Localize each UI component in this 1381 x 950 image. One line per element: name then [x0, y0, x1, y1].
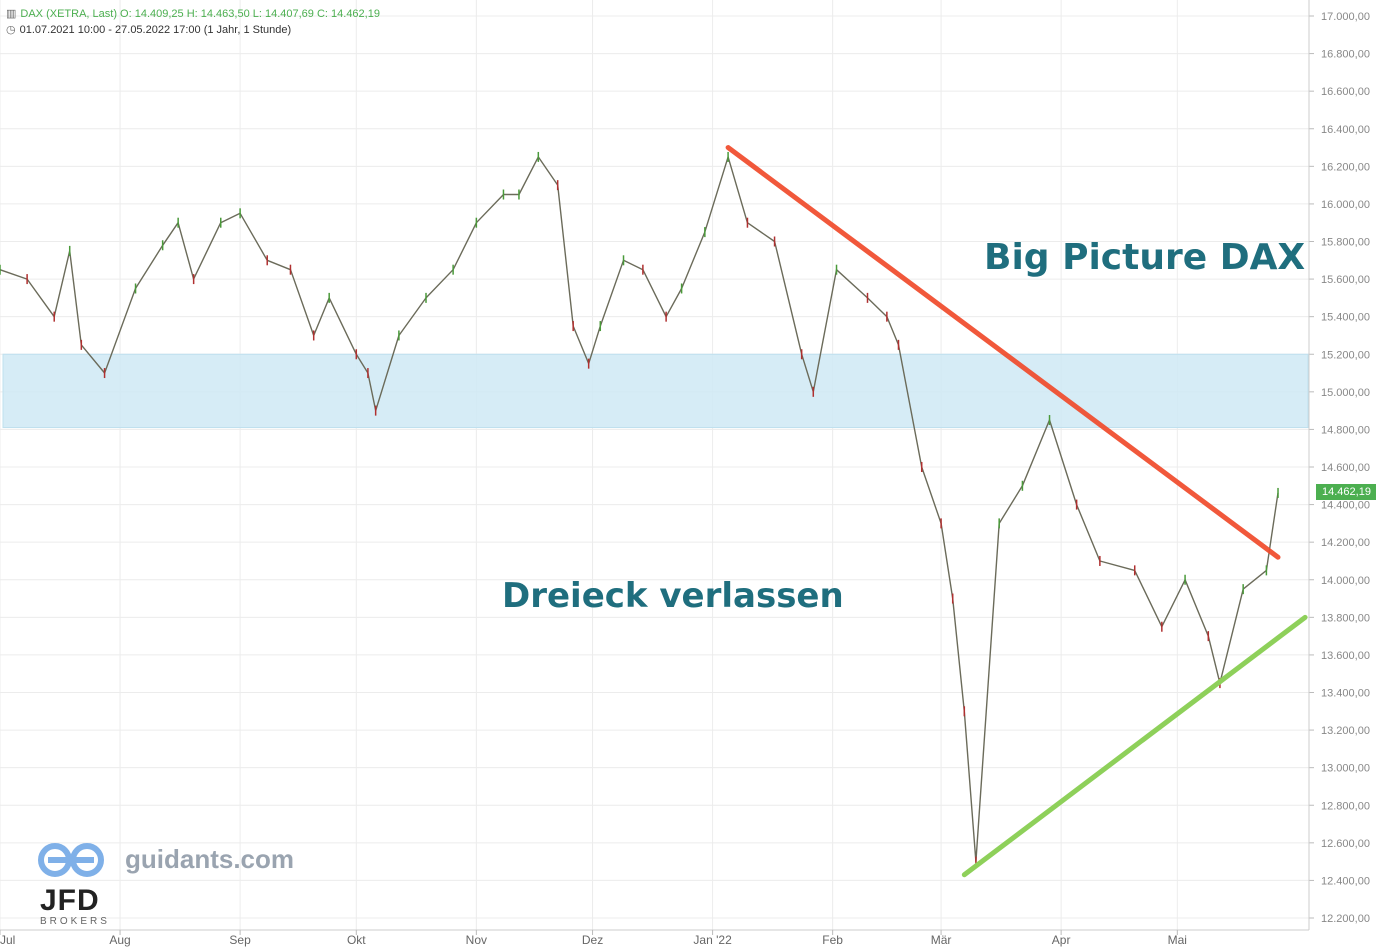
y-axis: 17.000,00 16.800,00 16.600,00 16.400,00 16.2… — [1308, 0, 1370, 930]
y-tick-label: 15.000,00 — [1321, 387, 1370, 399]
support-zone — [2, 353, 1309, 429]
support-line — [961, 614, 1308, 878]
x-axis: Jul Aug Sep Okt Nov Dez Jan '22 Feb Mär Apr Mai — [0, 929, 1309, 947]
guidants-watermark: guidants.com — [125, 844, 295, 874]
y-tick-label: 12.400,00 — [1321, 875, 1370, 887]
header-ohlc-text: DAX (XETRA, Last) O: 14.409,25 H: 14.463… — [20, 8, 380, 20]
jfd-logo-sub: BROKERS — [40, 916, 110, 927]
chart-header-range: ◷ 01.07.2021 10:00 - 27.05.2022 17:00 (1 … — [6, 23, 291, 36]
price-line — [0, 156, 1279, 863]
y-tick-label: 16.000,00 — [1321, 199, 1370, 211]
y-tick-label: 14.400,00 — [1321, 500, 1370, 512]
y-tick-label: 15.600,00 — [1321, 274, 1370, 286]
x-tick-label: Dez — [582, 933, 603, 947]
x-tick-label: Okt — [347, 933, 366, 947]
x-tick-label: Apr — [1052, 933, 1071, 947]
x-tick-label: Aug — [109, 933, 130, 947]
y-tick-label: 14.600,00 — [1321, 462, 1370, 474]
header-range-text: 01.07.2021 10:00 - 27.05.2022 17:00 (1 J… — [19, 24, 292, 36]
guidants-logo-icon — [38, 843, 104, 877]
x-tick-label: Nov — [466, 933, 487, 947]
support-zone-layer — [2, 353, 1309, 429]
y-tick-label: 17.000,00 — [1321, 11, 1370, 23]
annotation-subtitle: Dreieck verlassen — [502, 576, 844, 616]
y-tick-label: 13.600,00 — [1321, 650, 1370, 662]
chart-header-ohlc: ▥ DAX (XETRA, Last) O: 14.409,25 H: 14.46… — [6, 7, 380, 20]
y-tick-label: 16.800,00 — [1321, 49, 1370, 61]
x-tick-label: Feb — [822, 933, 843, 947]
y-tick-label: 15.200,00 — [1321, 349, 1370, 361]
y-tick-label: 13.400,00 — [1321, 688, 1370, 700]
y-tick-label: 14.200,00 — [1321, 537, 1370, 549]
y-tick-label: 12.800,00 — [1321, 800, 1370, 812]
y-tick-label: 13.200,00 — [1321, 725, 1370, 737]
y-tick-label: 13.000,00 — [1321, 763, 1370, 775]
y-tick-label: 13.800,00 — [1321, 612, 1370, 624]
grid-lines — [0, 0, 1309, 930]
y-tick-label: 14.000,00 — [1321, 575, 1370, 587]
jfd-logo: JFD — [40, 884, 100, 917]
y-tick-label: 15.400,00 — [1321, 312, 1370, 324]
annotation-title: Big Picture DAX — [984, 237, 1306, 278]
y-tick-label: 16.400,00 — [1321, 124, 1370, 136]
y-tick-label: 16.600,00 — [1321, 86, 1370, 98]
trend-lines-layer — [725, 145, 1308, 878]
y-tick-label: 12.200,00 — [1321, 913, 1370, 925]
x-tick-label: Jan '22 — [693, 933, 732, 947]
y-tick-label: 14.800,00 — [1321, 424, 1370, 436]
x-tick-label: Mai — [1168, 933, 1187, 947]
last-price-tag: 14.462,19 — [1316, 484, 1376, 500]
candlestick-icon: ▥ — [6, 8, 17, 20]
y-tick-label: 15.800,00 — [1321, 237, 1370, 249]
resistance-line — [725, 145, 1281, 560]
y-tick-label: 16.200,00 — [1321, 161, 1370, 173]
x-tick-label: Sep — [229, 933, 251, 947]
x-tick-label: Jul — [0, 933, 15, 947]
price-series-layer — [0, 151, 1279, 867]
x-tick-label: Mär — [931, 933, 952, 947]
clock-icon: ◷ — [6, 24, 16, 36]
y-tick-label: 12.600,00 — [1321, 838, 1370, 850]
